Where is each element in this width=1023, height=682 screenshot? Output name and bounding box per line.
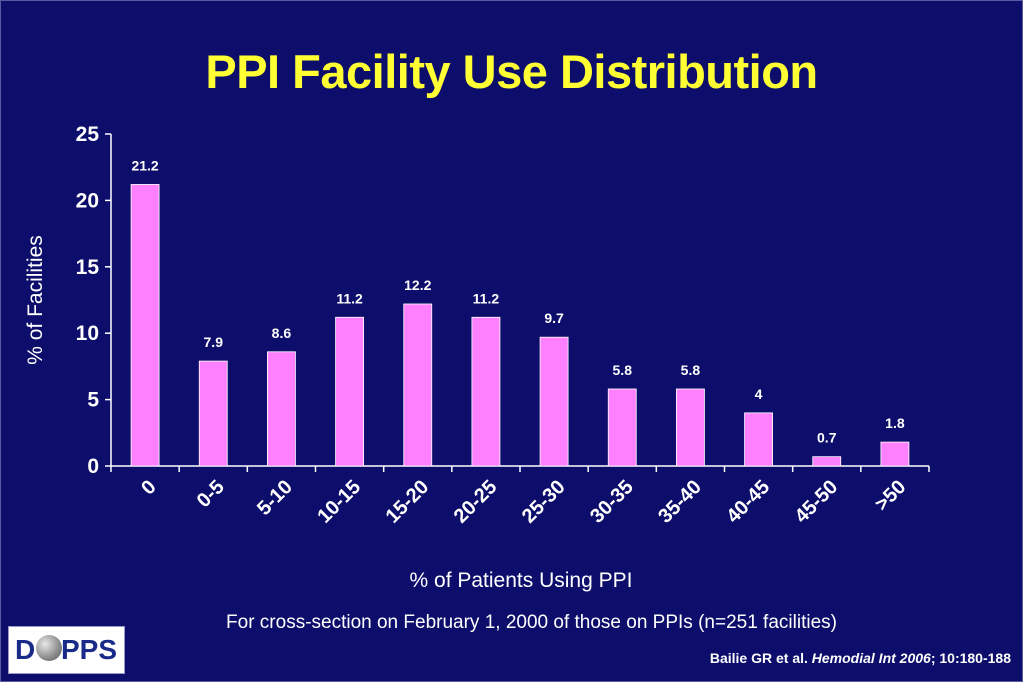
x-tick-label: 20-25 (450, 476, 502, 528)
data-label: 8.6 (272, 325, 292, 341)
data-label: 11.2 (473, 290, 500, 306)
bar (813, 457, 841, 466)
y-tick-label: 10 (76, 322, 99, 345)
bar (267, 352, 295, 466)
x-axis-title: % of Patients Using PPI (410, 569, 633, 592)
bar (472, 317, 500, 466)
data-label: 1.8 (885, 415, 905, 431)
x-tick-label: 30-35 (586, 476, 638, 528)
data-label: 21.2 (131, 157, 158, 173)
citation-volume: ; 10:180-188 (931, 650, 1011, 666)
bar (608, 389, 636, 466)
data-label: 12.2 (404, 277, 431, 293)
citation-authors: Bailie GR et al. (710, 650, 812, 666)
y-axis-title: % of Facilities (24, 235, 47, 365)
bar-chart: 0 5 10 15 20 25 21.2 0 7.9 0-5 8.6 5-10 11.2 10-15 12.… (0, 0, 1023, 600)
x-tick-label: 15-20 (382, 476, 434, 528)
x-tick-label: 25-30 (518, 476, 570, 528)
x-tick-label: 5-10 (253, 476, 297, 520)
data-label: 5.8 (613, 362, 633, 378)
x-tick-label: 10-15 (313, 476, 365, 528)
bar (404, 304, 432, 466)
logo-letter-d: D (15, 634, 35, 666)
plot-area: 0 5 10 15 20 25 21.2 0 7.9 0-5 8.6 5-10 11.2 10-15 12.… (76, 123, 929, 528)
y-tick-label: 0 (87, 455, 99, 478)
citation-journal: Hemodial Int 2006 (812, 650, 931, 666)
x-tick-label: 0-5 (193, 476, 229, 512)
bar (131, 184, 159, 466)
y-tick-label: 5 (87, 389, 99, 412)
bar (676, 389, 704, 466)
globe-icon (36, 635, 62, 661)
x-tick-label: 35-40 (654, 476, 706, 528)
bar (881, 442, 909, 466)
x-tick-label: 45-50 (791, 476, 843, 528)
data-label: 4 (755, 386, 763, 402)
data-label: 9.7 (544, 310, 564, 326)
data-label: 5.8 (681, 362, 701, 378)
bar (540, 337, 568, 466)
data-label: 11.2 (336, 290, 363, 306)
bar (336, 317, 364, 466)
bar (199, 361, 227, 466)
data-label: 0.7 (817, 430, 837, 446)
logo-letters-pps: PPS (61, 634, 117, 666)
x-tick-label: 0 (137, 476, 160, 499)
y-tick-label: 20 (76, 189, 99, 212)
footnote: For cross-section on February 1, 2000 of… (0, 612, 1023, 634)
dopps-logo: D PPS (8, 626, 125, 674)
data-label: 7.9 (204, 334, 224, 350)
bar (745, 413, 773, 466)
y-tick-label: 25 (76, 123, 100, 146)
y-tick-label: 15 (76, 256, 100, 279)
x-tick-label: 40-45 (722, 476, 774, 528)
x-tick-label: >50 (871, 476, 911, 516)
citation: Bailie GR et al. Hemodial Int 2006; 10:1… (710, 650, 1011, 666)
